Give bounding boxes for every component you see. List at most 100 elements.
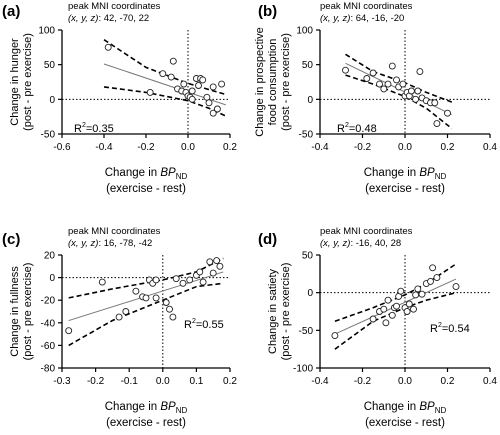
data-point	[213, 257, 221, 265]
x-axis-label-line2: (exercise - rest)	[106, 417, 186, 429]
r-squared-label: R2=0.55	[184, 318, 224, 331]
data-point	[380, 85, 388, 93]
data-point	[393, 302, 400, 310]
y-axis-label-line: (post - pre exercise)	[280, 33, 292, 131]
x-axis-label-line2: (exercise - rest)	[106, 183, 186, 195]
y-axis-label-line: (post - pre exercise)	[22, 263, 34, 361]
x-axis-label-line2: (exercise - rest)	[365, 183, 445, 195]
data-point	[180, 80, 188, 88]
data-point	[122, 308, 130, 315]
y-axis-label-line: (post - pre exercise)	[22, 33, 34, 131]
y-tick-label: 0	[307, 95, 313, 106]
x-tick-label: -0.2	[87, 376, 105, 387]
data-point	[186, 276, 194, 284]
y-axis-label-line: food consumption	[267, 39, 279, 126]
data-point	[416, 68, 424, 76]
x-tick-label: 0.4	[483, 142, 497, 153]
y-tick-label: 100	[38, 26, 55, 37]
peak-coordinates: (x, y, z): 42, -70, 22	[68, 13, 149, 24]
peak-coordinates: (x, y, z): -16, 40, 28	[320, 238, 401, 249]
data-point	[331, 332, 339, 340]
x-tick-label: -0.4	[95, 142, 113, 153]
data-point	[412, 95, 420, 103]
peak-title: peak MNI coordinates	[68, 226, 161, 237]
data-point	[412, 291, 420, 299]
y-tick-label: 100	[296, 26, 313, 37]
y-tick-label: -50	[41, 130, 56, 141]
panel-label: (a)	[2, 3, 20, 20]
r-squared-label: R2=0.54	[430, 322, 470, 335]
peak-coordinates: (x, y, z): 16, -78, -42	[68, 238, 152, 249]
ci-lower-band	[334, 291, 457, 350]
panel-a: (a) peak MNI coordinates(x, y, z): 42, -7…	[2, 1, 237, 195]
data-point	[427, 277, 434, 285]
data-point	[414, 285, 422, 293]
x-tick-label: 0.2	[441, 142, 455, 153]
data-point	[429, 264, 437, 272]
y-tick-label: 50	[44, 60, 56, 71]
data-point	[169, 313, 177, 321]
data-point	[199, 278, 207, 286]
x-tick-label: 0.2	[441, 376, 455, 387]
x-tick-label: 0.0	[156, 376, 170, 387]
y-tick-label: -50	[299, 130, 314, 141]
data-point	[376, 80, 383, 88]
y-tick-label: 50	[302, 60, 314, 71]
data-point	[369, 69, 377, 77]
data-point	[115, 313, 123, 321]
panel-d: (d) peak MNI coordinates(x, y, z): -16, 4…	[258, 226, 497, 429]
data-point	[342, 66, 349, 74]
x-axis-label: Change in BPND	[105, 167, 188, 181]
data-point	[188, 95, 196, 103]
y-tick-label: 50	[302, 251, 314, 262]
y-tick-label: -20	[41, 296, 56, 307]
data-point	[179, 279, 187, 287]
data-point	[188, 87, 196, 95]
data-point	[206, 258, 214, 266]
ci-upper-band	[103, 39, 227, 96]
data-point	[152, 276, 160, 284]
x-tick-label: 0.4	[483, 376, 497, 387]
data-point	[397, 287, 405, 295]
data-point	[162, 299, 170, 306]
data-point	[213, 105, 221, 113]
data-point	[98, 278, 106, 286]
data-point	[172, 275, 180, 283]
data-point	[388, 62, 396, 70]
data-point	[142, 294, 150, 302]
data-point	[382, 319, 390, 327]
data-point	[209, 109, 217, 117]
data-point	[403, 308, 411, 315]
x-tick-label: -0.1	[121, 376, 139, 387]
x-tick-label: 0.0	[398, 376, 412, 387]
x-axis-label: Change in BPND	[364, 167, 447, 181]
data-point	[65, 327, 73, 335]
peak-title: peak MNI coordinates	[320, 1, 413, 12]
data-point	[104, 43, 112, 51]
data-point	[199, 76, 207, 84]
r-squared-label: R2=0.48	[337, 122, 377, 135]
data-point	[205, 99, 213, 107]
data-point	[369, 315, 377, 323]
panel-label: (c)	[2, 231, 20, 248]
x-axis-label-line2: (exercise - rest)	[365, 417, 445, 429]
panel-label: (b)	[258, 3, 277, 20]
y-axis-label-line: Change in hunger	[9, 38, 21, 126]
x-tick-label: 0.1	[189, 376, 203, 387]
ci-lower-band	[68, 282, 224, 347]
ci-lower-band	[345, 74, 453, 130]
panel-c: (c) peak MNI coordinates(x, y, z): 16, -7…	[2, 226, 237, 429]
x-tick-label: -0.4	[311, 376, 329, 387]
y-tick-label: 0	[49, 273, 55, 284]
peak-title: peak MNI coordinates	[320, 226, 413, 237]
x-axis-label: Change in BPND	[105, 401, 188, 415]
data-point	[380, 305, 388, 313]
data-point	[414, 87, 422, 95]
y-axis-label-line: Change in fullness	[9, 266, 21, 357]
data-point	[410, 305, 417, 313]
data-point	[433, 120, 441, 128]
data-point	[159, 70, 167, 78]
data-point	[407, 87, 415, 95]
data-point	[218, 80, 226, 88]
